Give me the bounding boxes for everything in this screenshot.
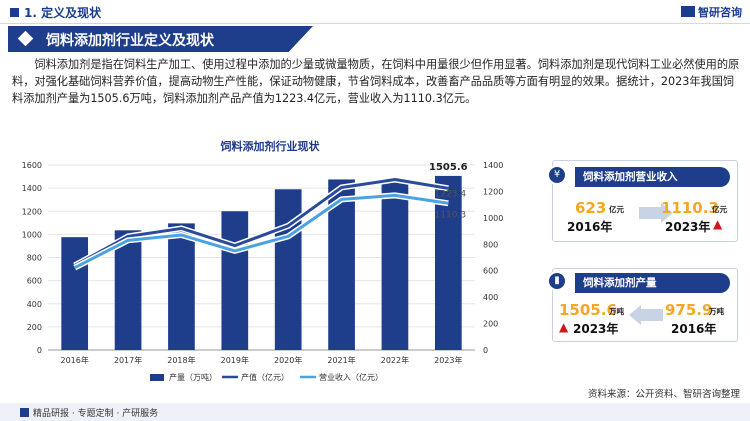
revenue-to-year: 2023年 xyxy=(665,220,711,234)
output-to-year: 2016年 xyxy=(671,322,717,336)
revenue-to-value: 1110.3 xyxy=(661,199,719,217)
y-right-tick-label: 400 xyxy=(483,293,498,302)
revenue-card: ¥ 饲料添加剂营业收入 623 亿元 2016年 1110.3 亿元 2023年… xyxy=(547,160,738,242)
output-card: ▮ 饲料添加剂产量 1505.6 万吨 ▲ 2023年 975.9 万吨 201… xyxy=(547,268,738,342)
data-label: 1223.4 xyxy=(435,189,467,199)
y-right-tick-label: 0 xyxy=(483,346,488,355)
x-tick-label: 2020年 xyxy=(274,355,302,365)
x-tick-label: 2019年 xyxy=(221,355,249,365)
x-tick-label: 2022年 xyxy=(381,355,409,365)
output-card-title: 饲料添加剂产量 xyxy=(575,273,730,293)
intro-paragraph: 饲料添加剂是指在饲料生产加工、使用过程中添加的少量或微量物质，在饲料中用量很少但… xyxy=(12,58,740,105)
y-right-tick-label: 1000 xyxy=(483,214,503,223)
legend-label: 产值（亿元） xyxy=(241,372,289,382)
series-line xyxy=(74,193,449,270)
y-right-tick-label: 600 xyxy=(483,267,498,276)
y-left-tick-label: 800 xyxy=(27,254,42,263)
bar xyxy=(221,211,249,350)
y-left-tick-label: 1600 xyxy=(22,161,42,170)
brand-logo: 智研咨询 xyxy=(681,4,742,20)
up-arrow-icon: ▲ xyxy=(559,320,569,334)
y-right-tick-label: 800 xyxy=(483,240,498,249)
logo-text: 智研咨询 xyxy=(698,6,742,19)
arrow-right-icon xyxy=(639,203,673,223)
y-right-tick-label: 200 xyxy=(483,320,498,329)
output-from-unit: 万吨 xyxy=(609,307,624,316)
y-left-tick-label: 0 xyxy=(37,346,42,355)
output-to-unit: 万吨 xyxy=(709,307,724,316)
legend-swatch xyxy=(150,374,164,381)
top-divider xyxy=(0,23,750,24)
combo-chart: 0 200 400 600 800 1000 1200 1400 1600 0 200 400 600 8… xyxy=(22,161,504,382)
x-tick-label: 2021年 xyxy=(327,355,355,365)
output-icon: ▮ xyxy=(547,271,567,291)
revenue-from-year: 2016年 xyxy=(567,220,613,234)
source-note: 资料来源：公开资料、智研咨询整理 xyxy=(587,389,740,400)
arrow-left-icon xyxy=(629,305,663,325)
bar xyxy=(114,230,142,350)
up-arrow-icon: ▲ xyxy=(713,217,723,231)
x-tick-label: 2016年 xyxy=(61,355,89,365)
output-from-year: 2023年 xyxy=(573,322,619,336)
diamond-icon xyxy=(17,30,34,47)
revenue-to-unit: 亿元 xyxy=(712,205,727,214)
top-bar: 1. 定义及现状 智研咨询 xyxy=(0,0,750,26)
output-from-value: 1505.6 xyxy=(559,301,617,319)
data-label: 1110.3 xyxy=(435,210,467,220)
y-left-tick-label: 200 xyxy=(27,323,42,332)
footer-bar: 精品研报 · 专题定制 · 产研服务 xyxy=(0,403,750,421)
y-left-tick-label: 1000 xyxy=(22,230,42,239)
logo-icon xyxy=(681,6,695,17)
bar xyxy=(274,189,302,350)
x-tick-label: 2023年 xyxy=(434,355,462,365)
chart-title: 饲料添加剂行业现状 xyxy=(220,140,320,153)
bar xyxy=(61,237,89,350)
section-title: 1. 定义及现状 xyxy=(10,4,101,21)
x-tick-label: 2017年 xyxy=(114,355,142,365)
y-left-tick-label: 400 xyxy=(27,300,42,309)
title-banner: 饲料添加剂行业定义及现状 xyxy=(8,26,313,52)
revenue-from-unit: 亿元 xyxy=(609,205,624,214)
revenue-from-value: 623 xyxy=(575,199,607,217)
revenue-icon: ¥ xyxy=(547,165,567,185)
section-square-icon xyxy=(10,8,19,17)
legend-label: 营业收入（亿元） xyxy=(319,372,383,382)
series-line xyxy=(73,178,449,267)
data-label: 1505.6 xyxy=(429,162,468,173)
section-title-text: 1. 定义及现状 xyxy=(24,6,102,20)
y-left-tick-label: 1400 xyxy=(22,184,42,193)
y-left-tick-label: 600 xyxy=(27,277,42,286)
footer-square-icon xyxy=(20,408,29,417)
bar xyxy=(381,180,409,350)
y-right-tick-label: 1400 xyxy=(483,161,503,170)
footer-tagline-text: 精品研报 · 专题定制 · 产研服务 xyxy=(33,409,159,419)
output-to-value: 975.9 xyxy=(665,301,713,319)
revenue-card-title: 饲料添加剂营业收入 xyxy=(575,167,730,187)
y-right-tick-label: 1200 xyxy=(483,187,503,196)
y-left-tick-label: 1200 xyxy=(22,207,42,216)
banner-title: 饲料添加剂行业定义及现状 xyxy=(46,33,214,49)
footer-tagline: 精品研报 · 专题定制 · 产研服务 xyxy=(20,406,158,419)
legend-label: 产量（万吨） xyxy=(169,372,217,382)
bar xyxy=(168,223,195,350)
x-tick-label: 2018年 xyxy=(167,355,195,365)
